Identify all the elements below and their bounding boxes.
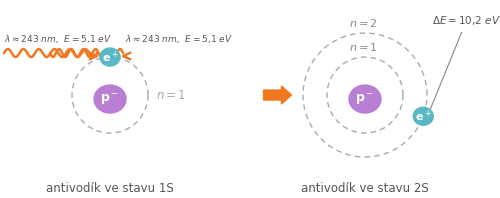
Ellipse shape (349, 85, 381, 113)
Text: $n = 1$: $n = 1$ (348, 41, 378, 53)
Text: e$^+$: e$^+$ (415, 109, 432, 124)
Text: $\lambda \approx 243$ nm,  $E = 5{,}1$ eV: $\lambda \approx 243$ nm, $E = 5{,}1$ eV (4, 33, 112, 45)
Text: p$^-$: p$^-$ (100, 91, 119, 107)
Text: antivodík ve stavu 2S: antivodík ve stavu 2S (301, 182, 429, 194)
Text: $\Delta E = 10{,}2$ eV: $\Delta E = 10{,}2$ eV (430, 14, 500, 112)
Ellipse shape (94, 85, 126, 113)
Ellipse shape (414, 107, 434, 125)
Text: $\lambda \approx 243$ nm,  $E = 5{,}1$ eV: $\lambda \approx 243$ nm, $E = 5{,}1$ eV (125, 33, 233, 45)
Text: antivodík ve stavu 1S: antivodík ve stavu 1S (46, 182, 174, 194)
Text: e$^+$: e$^+$ (102, 49, 118, 65)
Text: $n = 2$: $n = 2$ (348, 17, 378, 29)
Ellipse shape (100, 48, 120, 66)
FancyArrow shape (264, 86, 291, 104)
Text: p$^-$: p$^-$ (356, 91, 374, 107)
Text: $n = 1$: $n = 1$ (156, 89, 186, 102)
